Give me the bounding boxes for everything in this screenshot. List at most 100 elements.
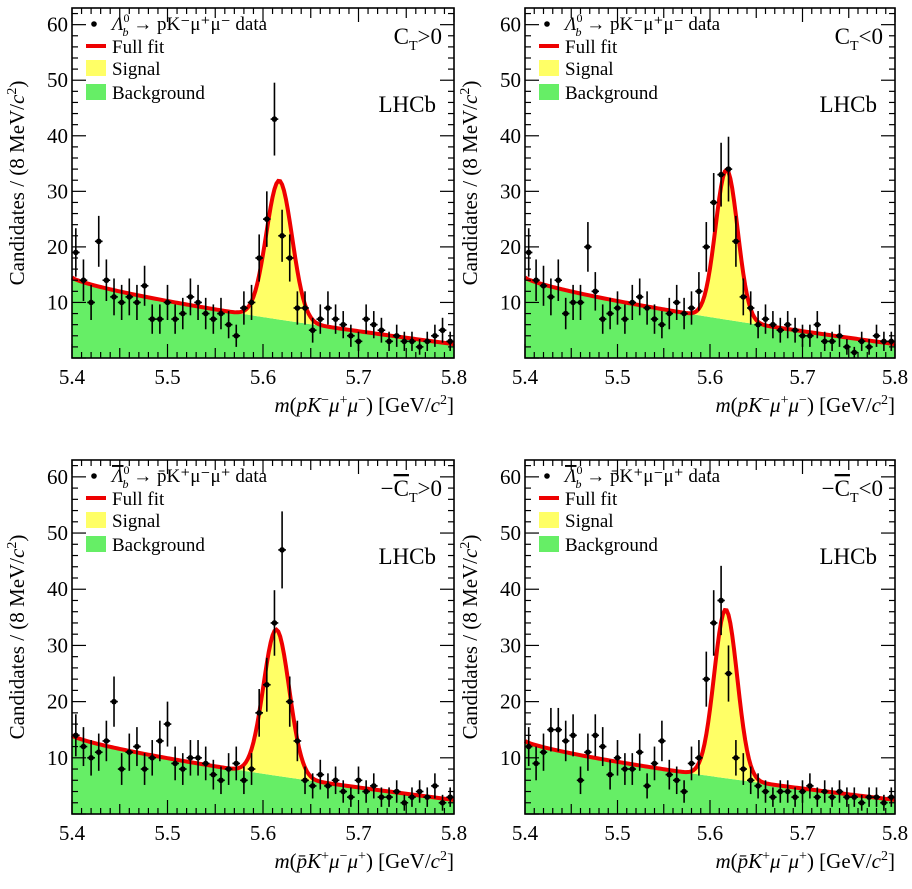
data-marker (807, 332, 813, 339)
text-span: Candidates / (8 MeV/ (458, 104, 482, 286)
data-point (438, 794, 447, 811)
data-marker (447, 794, 453, 800)
y-tick-label: 30 (500, 633, 521, 657)
data-point (240, 766, 248, 795)
lhcb-label: LHCb (379, 92, 437, 117)
data-point (301, 766, 309, 795)
y-tick-label: 20 (47, 235, 68, 259)
data-point (140, 753, 149, 785)
data-marker (88, 755, 94, 761)
data-point (347, 787, 355, 807)
text-span: − (799, 393, 807, 408)
data-marker (622, 316, 628, 322)
data-point (270, 82, 279, 156)
data-marker (562, 310, 569, 317)
data-point (532, 746, 540, 781)
x-tick-label: 5.7 (789, 365, 815, 389)
data-point (636, 278, 644, 316)
data-point (606, 297, 614, 330)
data-point (415, 780, 424, 803)
data-point (171, 304, 179, 334)
data-point (217, 297, 225, 330)
x-tick-label: 5.5 (154, 365, 180, 389)
legend-data-label: Λ0 b → pK⁻μ⁺μ⁻ data (110, 11, 268, 39)
data-marker (607, 771, 613, 778)
text-span: − (762, 393, 770, 408)
data-marker (141, 766, 148, 772)
data-point (850, 346, 858, 358)
data-marker (866, 344, 872, 350)
data-point (140, 265, 149, 306)
legend-background-label: Background (565, 83, 658, 104)
text-span: 2 (440, 393, 447, 408)
text-span: pK⁻μ⁺μ⁻ data (610, 14, 721, 35)
data-point (331, 766, 340, 795)
data-marker (696, 755, 702, 761)
data-point (194, 284, 202, 321)
data-marker (821, 788, 828, 795)
text-span: 2 (881, 849, 888, 864)
data-point (240, 291, 248, 325)
data-marker (792, 327, 798, 334)
data-point (133, 727, 141, 767)
condition-label: −CT<0 (822, 476, 883, 506)
text-span: p̄ (736, 849, 749, 873)
text-span: K (306, 849, 322, 873)
data-point (680, 780, 688, 803)
legend-signal-swatch (86, 60, 106, 76)
legend-data-marker (544, 21, 550, 27)
data-marker (747, 305, 754, 311)
data-marker (688, 760, 695, 767)
data-marker (829, 338, 835, 345)
data-point (539, 265, 548, 306)
data-marker (294, 305, 301, 311)
x-tick-label: 5.8 (441, 365, 467, 389)
data-marker (651, 316, 658, 322)
data-marker (829, 794, 835, 800)
text-span: ( (731, 393, 738, 417)
data-marker (286, 255, 293, 261)
data-point (377, 317, 386, 343)
data-point (171, 746, 179, 781)
data-point (798, 324, 807, 347)
text-span: 0 (576, 11, 582, 25)
text-span: − (358, 393, 366, 408)
x-tick-label: 5.5 (604, 365, 630, 389)
data-marker (325, 305, 331, 311)
text-span: c (872, 849, 882, 873)
x-axis-label: m(pK−μ+μ−) [GeV/c2] (274, 393, 454, 417)
data-marker (858, 338, 865, 345)
data-point (408, 331, 416, 351)
legend-signal-label: Signal (565, 511, 614, 532)
text-span: C (835, 476, 850, 501)
lhcb-label: LHCb (379, 544, 437, 569)
data-marker (264, 216, 270, 222)
data-point (201, 297, 210, 330)
data-marker (111, 294, 117, 300)
data-point (102, 259, 111, 302)
data-point (278, 511, 286, 589)
x-tick-label: 5.5 (604, 821, 630, 845)
data-point (784, 311, 792, 339)
text-span: T (409, 39, 418, 54)
data-marker (540, 282, 547, 289)
data-point (87, 740, 95, 776)
data-marker (799, 332, 806, 339)
data-marker (73, 249, 79, 256)
x-tick-label: 5.7 (345, 365, 371, 389)
data-marker (378, 327, 385, 334)
legend-background-label: Background (565, 535, 658, 556)
legend-background-swatch (86, 84, 106, 100)
text-span: c (458, 548, 482, 558)
data-point (362, 780, 370, 803)
data-point (547, 278, 555, 316)
data-marker (858, 799, 865, 806)
data-marker (888, 794, 895, 800)
data-marker (172, 760, 178, 767)
data-point (316, 304, 325, 334)
legend-signal-label: Signal (112, 511, 161, 532)
data-marker (424, 338, 431, 345)
data-marker (688, 305, 695, 311)
